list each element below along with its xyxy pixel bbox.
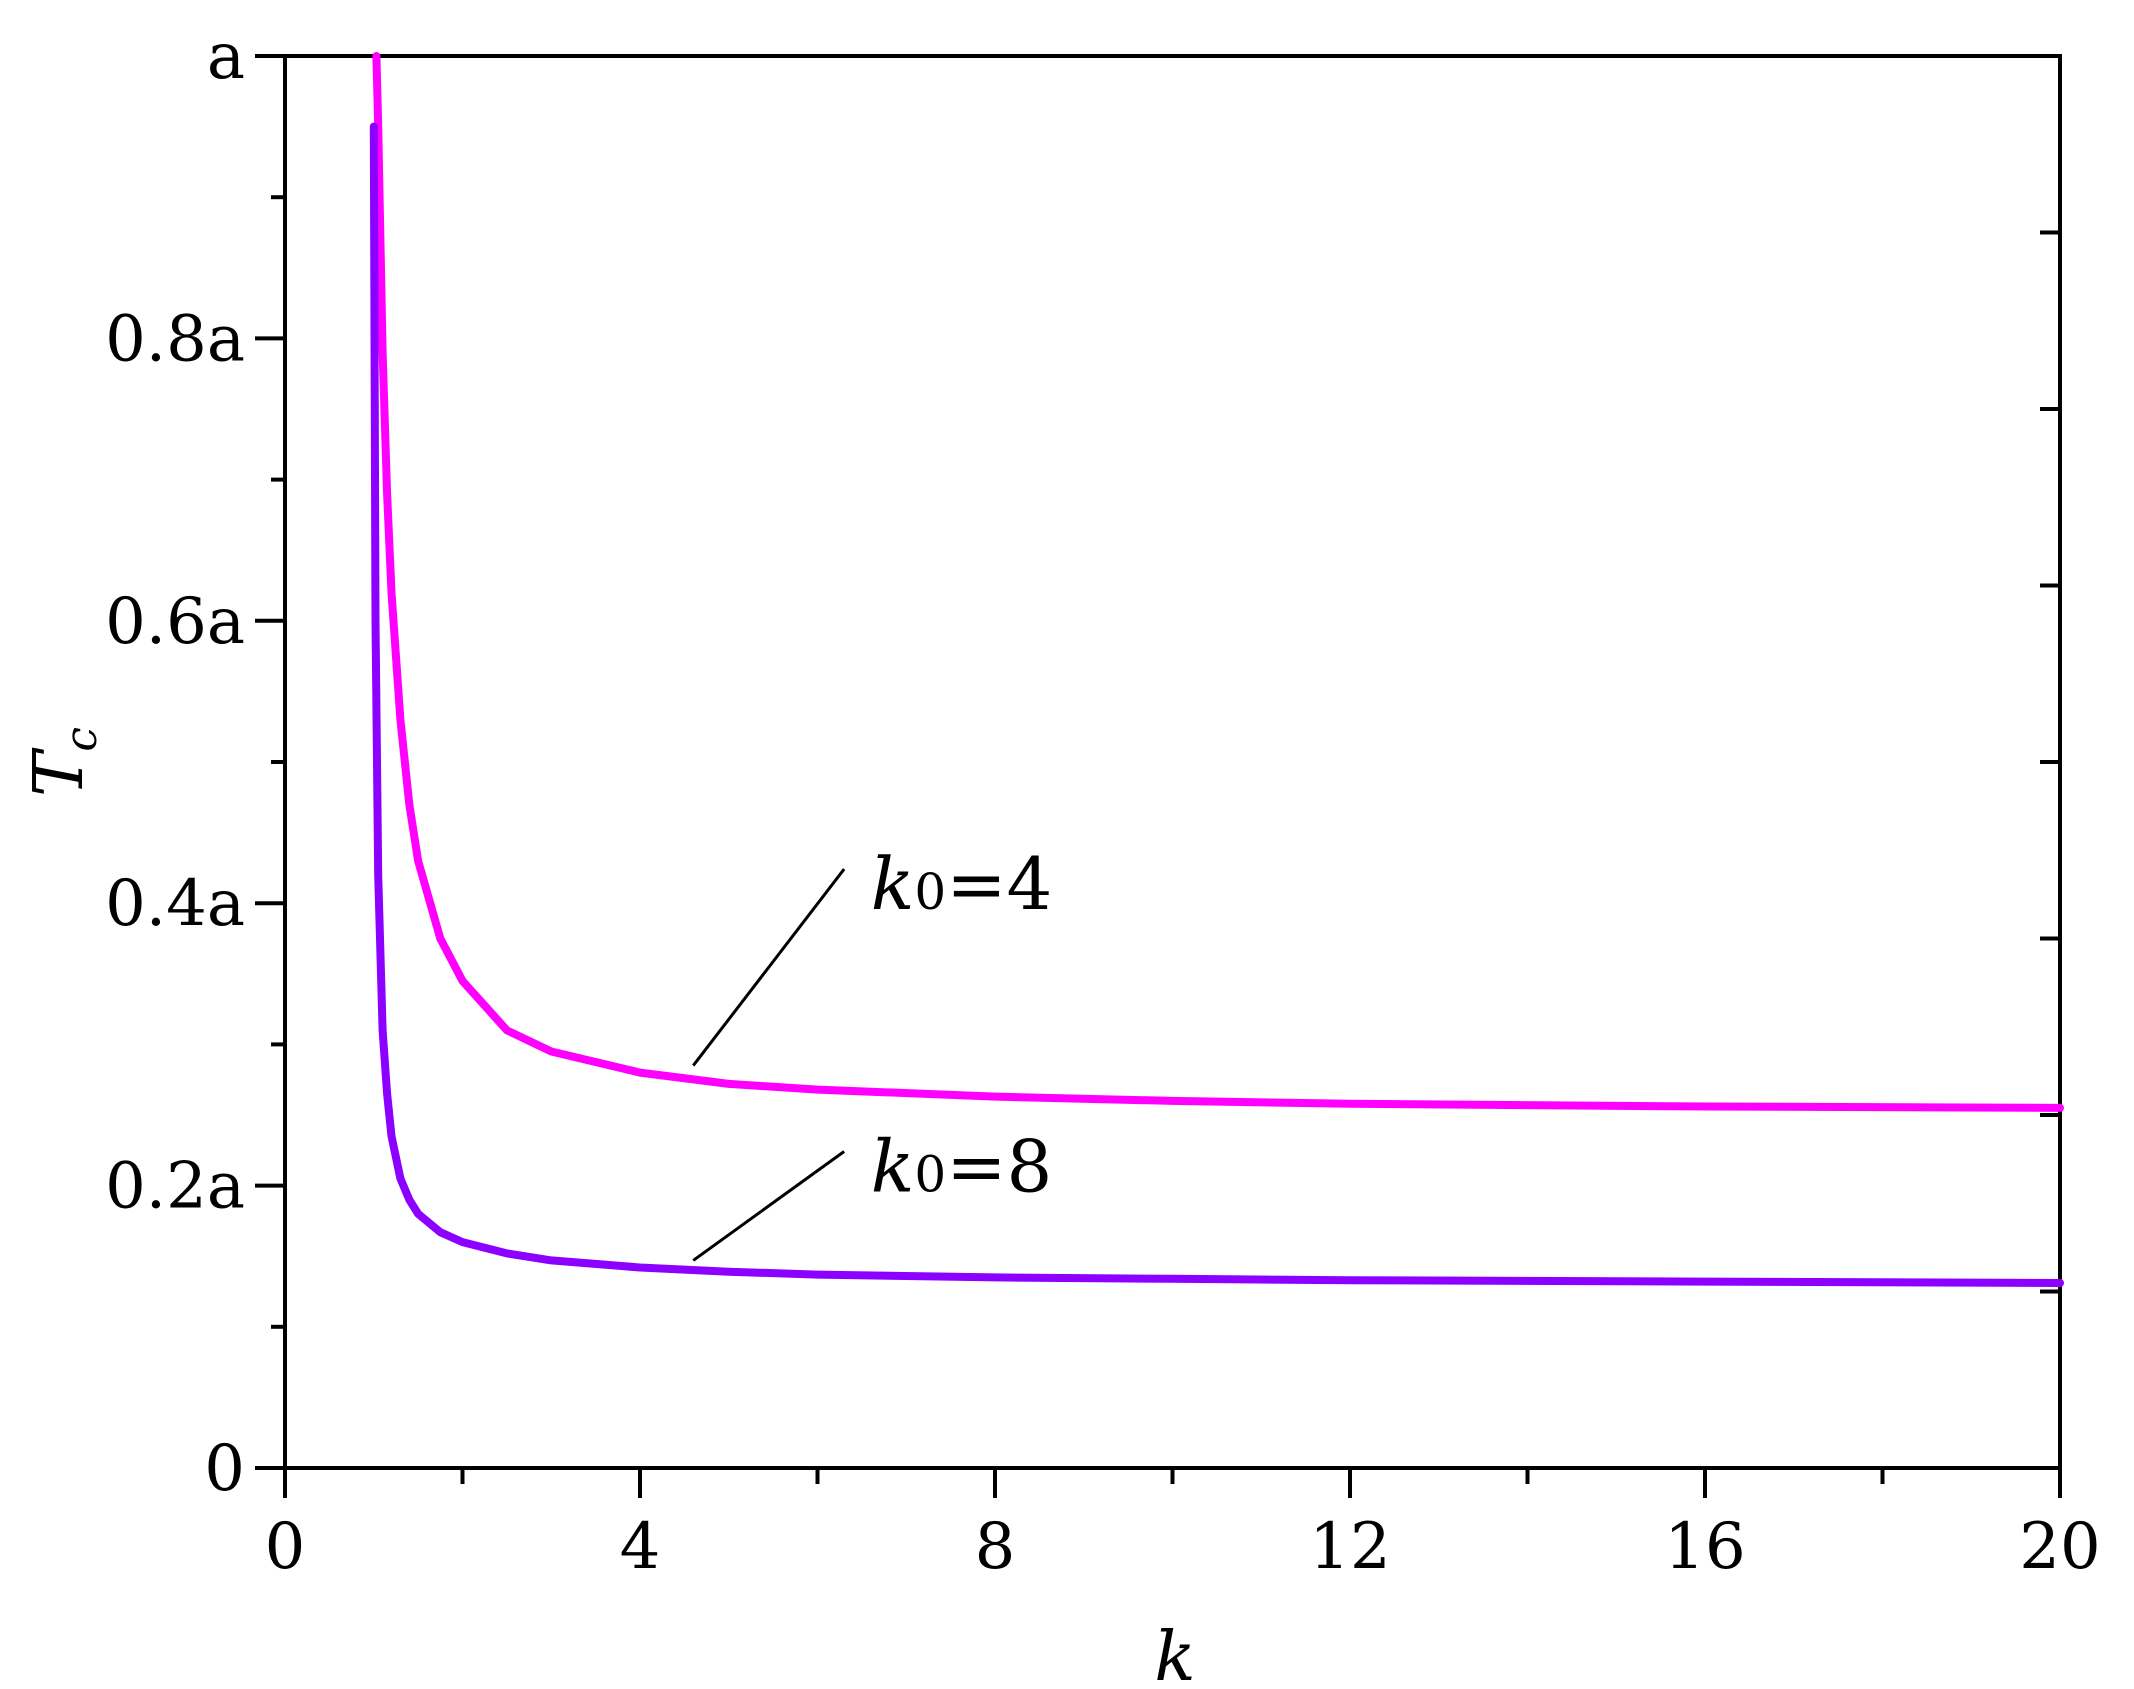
annotation-var: k [871,842,915,926]
y-axis-title-main: T [20,747,99,797]
y-tick-label: 0.2a [105,1150,245,1224]
y-tick-label: 0.6a [105,585,245,659]
annotation-leader-1 [692,868,846,1067]
annotation-label-1: k0=4 [871,842,1053,926]
annotations: k0=4k0=8 [692,842,1053,1262]
annotation-value: =8 [946,1124,1052,1208]
annotation-var: k [871,1124,915,1208]
y-axis-title: Tc [20,727,107,797]
y-tick-label: 0.8a [105,302,245,376]
x-tick-label: 8 [975,1510,1016,1584]
svg-text:Tc: Tc [20,727,107,797]
annotation-sub: 0 [914,863,946,921]
x-axis-title: k [1154,1618,1195,1689]
series-line-2 [369,122,2064,1287]
annotation-leader-2 [692,1150,846,1262]
annotation-sub: 0 [914,1145,946,1203]
x-axis: 0 4 8 12 16 20 [265,1468,2101,1584]
y-tick-label: a [207,20,245,94]
x-tick-label: 16 [1664,1510,1745,1584]
right-ticks [2040,54,2060,1470]
y-axis-title-sub: c [56,727,107,752]
y-tick-label: 0 [204,1432,245,1506]
x-tick-label: 12 [1309,1510,1390,1584]
x-tick-label: 0 [265,1510,306,1584]
series-line-1 [372,52,2064,1112]
plot-frame [283,54,2062,1470]
x-tick-label: 4 [620,1510,661,1584]
y-axis: 0 0.2a 0.4a 0.6a 0.8a a [105,20,285,1506]
x-tick-label: 20 [2019,1510,2100,1584]
annotation-value: =4 [946,842,1052,926]
annotation-label-2: k0=8 [871,1124,1053,1208]
y-tick-label: 0.4a [105,867,245,941]
series-group [369,52,2064,1287]
